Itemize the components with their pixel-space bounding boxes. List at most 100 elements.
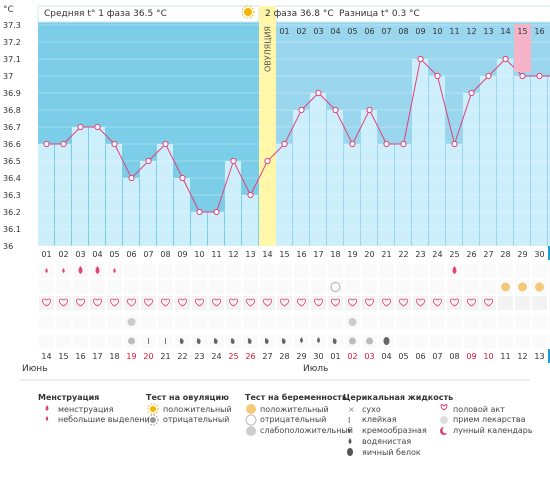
watery-icon: [300, 337, 303, 343]
symptom-cell: [158, 334, 173, 348]
y-tick-label: 36.3: [3, 191, 21, 200]
heart-icon: [415, 298, 426, 307]
phase2-day-label: 08: [398, 27, 408, 36]
symptom-cell: [192, 296, 207, 310]
y-tick-label: 37: [3, 72, 13, 81]
phase2-day-label: 06: [364, 27, 374, 36]
cycle-day-label: 30: [534, 250, 544, 259]
symptom-cell: [90, 280, 105, 294]
menstruation-drop-icon: [452, 266, 457, 274]
heart-icon: [398, 298, 409, 307]
heart-icon: [279, 298, 290, 307]
symptom-cell: [498, 334, 513, 348]
calendar-date-label: 24: [211, 352, 221, 361]
ovulation-positive-icon: [147, 403, 159, 415]
creamy-icon: [281, 338, 286, 344]
symptom-cell: [430, 264, 445, 278]
legend-cervical-title: Церикальная жидкость: [343, 393, 453, 402]
symptom-cell: [192, 280, 207, 294]
small-drop-icon: [62, 268, 65, 273]
symptom-cell: [277, 264, 292, 278]
ovulation-day-band: [259, 6, 276, 246]
ovulation-label: ОВУЛЯЦИЯ: [264, 26, 273, 72]
symptom-cell: [311, 315, 326, 329]
phase2-day-label: 14: [500, 27, 510, 36]
symptom-cell: [226, 264, 241, 278]
symptom-cell: [56, 315, 71, 329]
cervical-dot-icon: [366, 337, 373, 345]
y-tick-label: 36.9: [3, 89, 21, 98]
symptom-cell: [481, 280, 496, 294]
chart-header: °C Средняя t° 1 фаза 36.5 °C 2 фаза 36.8…: [3, 5, 420, 19]
symptom-cell: [243, 296, 258, 310]
cycle-day-label: 08: [160, 250, 170, 259]
symptom-cell: [56, 280, 71, 294]
cycle-day-label: 05: [109, 250, 119, 259]
month-july: Июль: [303, 364, 328, 374]
y-tick-label: 37.1: [3, 55, 21, 64]
heart-icon: [466, 298, 477, 307]
temperature-point: [94, 123, 101, 131]
legend-cervical-dry: сухо: [362, 405, 381, 414]
legend-medicine: прием лекарства: [453, 415, 526, 424]
egg-white-icon: [383, 337, 390, 345]
symptom-cell: [124, 280, 139, 294]
calendar-date-label: 07: [432, 352, 442, 361]
symptom-cell: [209, 296, 224, 310]
temperature-point: [179, 174, 186, 182]
cycle-day-label: 26: [466, 250, 476, 259]
symptom-cell: [39, 334, 54, 348]
symptom-cell: [481, 334, 496, 348]
calendar-date-label: 06: [415, 352, 425, 361]
symptom-cell: [107, 315, 122, 329]
heart-icon: [440, 404, 448, 411]
symptom-cell: [515, 264, 530, 278]
symptom-cell: [141, 280, 156, 294]
unit-label: °C: [3, 5, 14, 15]
pregnancy-negative-icon: [330, 282, 341, 292]
y-tick-label: 37.2: [3, 38, 21, 47]
temperature-point: [247, 191, 254, 199]
temperature-point: [298, 106, 305, 114]
legend-pregnancy-positive: положительный: [260, 405, 329, 414]
symptom-cell: [362, 264, 377, 278]
legend-cervical-creamy: кремообразная: [362, 426, 427, 435]
phase2-day-label: 04: [330, 27, 340, 36]
symptom-cell: [90, 315, 105, 329]
pill-icon: [518, 282, 527, 292]
symptom-cell: [362, 315, 377, 329]
symptom-cell: [396, 315, 411, 329]
symptom-cell: [294, 264, 309, 278]
temperature-point: [417, 55, 424, 63]
symptom-cell: [413, 296, 428, 310]
cycle-day-label: 21: [381, 250, 391, 259]
temperature-column: [463, 93, 479, 246]
symptom-cell: [209, 264, 224, 278]
symptom-cell: [56, 296, 71, 310]
calendar-date-label: 25: [228, 352, 238, 361]
calendar-date-label: 23: [194, 352, 204, 361]
phase2-average: 2 фаза 36.8 °C: [265, 9, 334, 19]
legend-sex: половой акт: [453, 405, 505, 414]
heart-icon: [228, 298, 239, 307]
heart-icon: [160, 298, 171, 307]
symptom-cell: [379, 296, 394, 310]
cycle-day-label: 07: [143, 250, 153, 259]
temperature-point: [77, 123, 84, 131]
symptom-cell: [243, 280, 258, 294]
calendar-date-labels: 14 15 16 17 18 19 20 21 22 23 24 25 26 27 28 29 30 01 02 03…: [41, 349, 550, 363]
symptom-cell: [260, 280, 275, 294]
symptom-cell: [192, 315, 207, 329]
cervical-dot-icon: [127, 318, 136, 326]
temperature-point: [315, 89, 322, 97]
small-drop-icon: [113, 268, 116, 273]
symptom-cell: [464, 315, 479, 329]
pill-icon: [501, 282, 510, 292]
symptom-cell: [141, 264, 156, 278]
symptom-cell: [396, 264, 411, 278]
temperature-point: [366, 106, 373, 114]
calendar-date-label: 20: [143, 352, 153, 361]
pregnancy-positive-icon: [246, 404, 256, 414]
y-tick-label: 36.8: [3, 106, 21, 115]
